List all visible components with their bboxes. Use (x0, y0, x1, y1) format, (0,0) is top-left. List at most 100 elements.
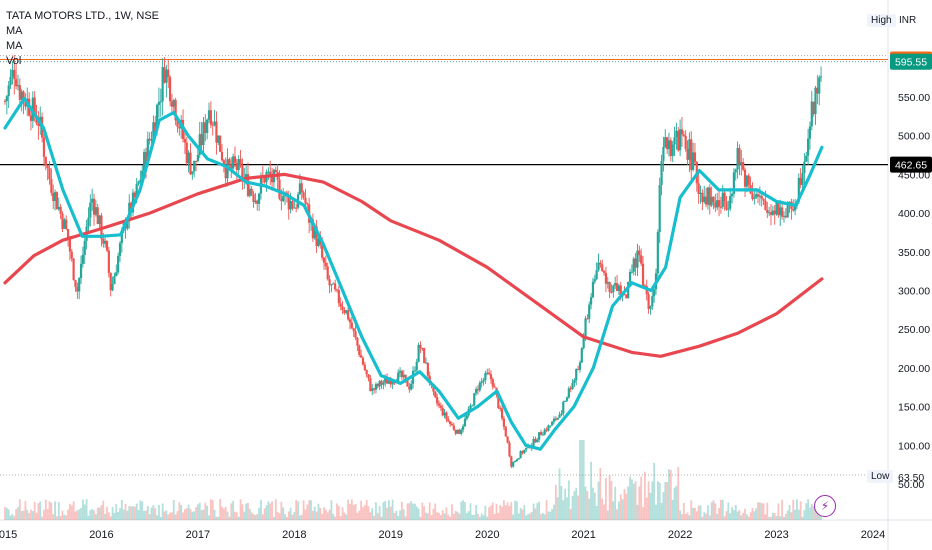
vol-legend[interactable]: Vol (6, 55, 22, 67)
candle-body (102, 238, 105, 244)
candle-body (5, 96, 8, 102)
candle-body (341, 306, 344, 310)
volume-bar (623, 489, 626, 520)
candle-body (819, 76, 823, 78)
volume-bar (48, 501, 51, 520)
volume-bar (770, 516, 772, 520)
candle-body (428, 375, 431, 384)
volume-bar (211, 499, 214, 520)
candle-body (397, 372, 400, 383)
volume-bar (76, 510, 79, 520)
volume-bar (258, 507, 260, 520)
candle-body (462, 426, 465, 430)
candle-body (107, 250, 110, 273)
volume-bar (788, 504, 791, 520)
volume-bar (332, 513, 335, 520)
volume-bar (104, 513, 107, 520)
volume-bar (426, 513, 429, 520)
volume-bar (254, 515, 257, 520)
candle-body (782, 215, 786, 217)
lightning-bolt-icon[interactable]: ⚡ (814, 495, 836, 517)
volume-bar (503, 500, 505, 520)
volume-bar (697, 505, 700, 520)
candle-body (456, 429, 459, 434)
volume-bar (771, 512, 774, 520)
candle-body (154, 122, 157, 132)
volume-bar (356, 512, 359, 520)
candle-body (730, 193, 734, 197)
volume-bar (5, 507, 8, 520)
volume-bar (593, 492, 596, 520)
volume-bar (462, 500, 465, 520)
x-tick-label: 2020 (475, 529, 499, 541)
candle-body (736, 148, 739, 170)
volume-bar (56, 516, 58, 520)
y-tick-label: 150.00 (898, 402, 930, 414)
chart-legend: TATA MOTORS LTD., 1W, NSE MA MA Vol (6, 9, 159, 69)
volume-bar (792, 499, 795, 520)
candle-body (113, 276, 116, 285)
volume-bar (669, 469, 672, 520)
volume-bar (388, 500, 390, 520)
candle-body (653, 289, 656, 297)
candle-body (810, 101, 813, 127)
volume-bar (184, 509, 186, 520)
candle-body (178, 126, 181, 129)
volume-bar (96, 507, 99, 520)
volume-bar (454, 510, 457, 520)
volume-bar (109, 516, 112, 520)
volume-bar (397, 516, 400, 520)
candle-body (59, 206, 62, 214)
candle-body (189, 152, 192, 175)
volume-bar (9, 515, 12, 520)
volume-bar (820, 515, 822, 520)
volume-bar (794, 509, 797, 520)
candle-body (499, 407, 502, 409)
candle-body (521, 451, 524, 454)
volume-bar (247, 502, 249, 520)
volume-bar (436, 512, 439, 520)
volume-bar (115, 503, 118, 520)
volume-bar (521, 509, 524, 520)
candle-body (547, 425, 550, 431)
volume-bar (482, 515, 485, 520)
ma-legend-2[interactable]: MA (6, 40, 23, 52)
volume-bar (764, 514, 767, 520)
candle-body (241, 165, 244, 180)
candle-body (723, 192, 726, 202)
volume-bar (655, 504, 657, 520)
volume-bar (801, 516, 804, 520)
candle-body (758, 195, 761, 197)
volume-bar (688, 515, 691, 520)
candle-body (270, 176, 274, 183)
volume-bar (171, 512, 173, 520)
volume-bar (252, 513, 255, 520)
volume-bar (323, 507, 325, 520)
volume-bar (228, 516, 231, 520)
candle-body (443, 412, 446, 416)
volume-bar (410, 501, 413, 520)
volume-bar (336, 503, 338, 520)
candle-body (404, 374, 407, 379)
volume-bar (595, 505, 598, 520)
candle-body (302, 192, 305, 198)
candle-body (727, 208, 730, 210)
currency-label[interactable]: INR (899, 15, 917, 26)
candle-body (198, 134, 201, 155)
candle-body (352, 328, 355, 332)
volume-bar (382, 502, 385, 520)
volume-bar (497, 513, 500, 520)
volume-bar (710, 502, 713, 520)
volume-bar (666, 482, 669, 520)
volume-bar (206, 505, 209, 520)
volume-bar (124, 503, 127, 520)
volume-bar (605, 477, 607, 520)
ma-legend-1[interactable]: MA (6, 25, 23, 37)
candle-body (699, 192, 702, 194)
candle-body (714, 202, 717, 208)
volume-bar (560, 485, 563, 520)
volume-bar (11, 514, 14, 520)
volume-bar (43, 509, 45, 520)
